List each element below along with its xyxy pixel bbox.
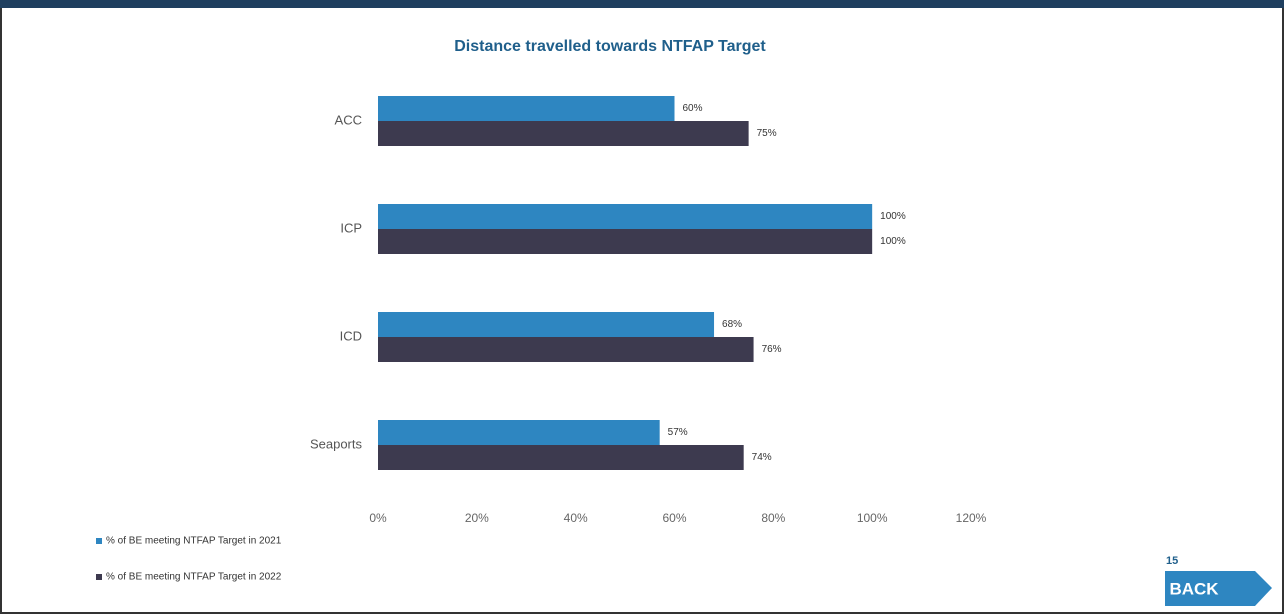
legend-swatch xyxy=(96,574,102,580)
bar xyxy=(378,96,675,121)
bar xyxy=(378,204,873,229)
x-tick-label: 60% xyxy=(662,511,686,525)
x-tick-label: 40% xyxy=(564,511,588,525)
x-tick-label: 0% xyxy=(369,511,387,525)
bar xyxy=(378,312,715,337)
value-label: 100% xyxy=(880,236,906,247)
x-tick-label: 100% xyxy=(857,511,888,525)
back-button[interactable]: BACK xyxy=(1165,571,1272,606)
value-label: 68% xyxy=(722,319,742,330)
value-label: 57% xyxy=(668,427,688,438)
value-label: 74% xyxy=(752,452,772,463)
x-tick-label: 120% xyxy=(956,511,987,525)
bar xyxy=(378,420,660,445)
legend-swatch xyxy=(96,538,102,544)
y-tick-label: ACC xyxy=(335,112,362,127)
bar xyxy=(378,229,873,254)
bar xyxy=(378,121,749,146)
bar xyxy=(378,445,744,470)
x-tick-label: 80% xyxy=(761,511,785,525)
y-tick-label: ICP xyxy=(340,220,362,235)
bar xyxy=(378,337,754,362)
y-tick-label: Seaports xyxy=(310,436,363,451)
value-label: 76% xyxy=(762,344,782,355)
x-tick-label: 20% xyxy=(465,511,489,525)
top-band xyxy=(0,0,1284,8)
value-label: 75% xyxy=(757,128,777,139)
legend-label: % of BE meeting NTFAP Target in 2022 xyxy=(106,572,282,583)
back-button-shape[interactable] xyxy=(1165,571,1272,606)
value-label: 100% xyxy=(880,211,906,222)
legend-label: % of BE meeting NTFAP Target in 2021 xyxy=(106,536,282,547)
page-number: 15 xyxy=(1166,555,1178,567)
y-tick-label: ICD xyxy=(340,328,362,343)
back-button-label[interactable]: BACK xyxy=(1169,579,1219,598)
chart-title: Distance travelled towards NTFAP Target xyxy=(454,38,766,55)
value-label: 60% xyxy=(683,103,703,114)
